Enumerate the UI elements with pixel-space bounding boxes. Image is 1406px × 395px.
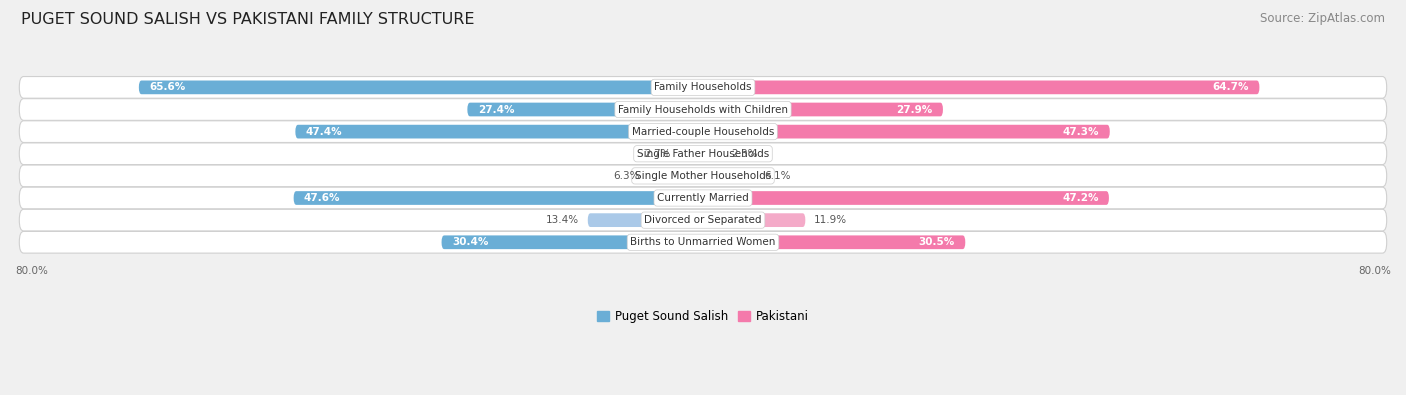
Text: 6.1%: 6.1% (763, 171, 790, 181)
Text: 13.4%: 13.4% (546, 215, 579, 225)
Text: 2.3%: 2.3% (731, 149, 758, 159)
Text: Births to Unmarried Women: Births to Unmarried Women (630, 237, 776, 247)
Text: 47.3%: 47.3% (1063, 127, 1099, 137)
Text: Single Mother Households: Single Mother Households (636, 171, 770, 181)
Text: 30.4%: 30.4% (451, 237, 488, 247)
Text: Divorced or Separated: Divorced or Separated (644, 215, 762, 225)
Text: 47.2%: 47.2% (1062, 193, 1098, 203)
FancyBboxPatch shape (703, 213, 806, 227)
Text: 80.0%: 80.0% (1358, 265, 1391, 275)
FancyBboxPatch shape (294, 191, 703, 205)
FancyBboxPatch shape (679, 147, 703, 161)
FancyBboxPatch shape (703, 169, 755, 183)
FancyBboxPatch shape (703, 81, 1260, 94)
Text: Source: ZipAtlas.com: Source: ZipAtlas.com (1260, 12, 1385, 25)
Text: 30.5%: 30.5% (918, 237, 955, 247)
Text: Family Households with Children: Family Households with Children (619, 105, 787, 115)
FancyBboxPatch shape (588, 213, 703, 227)
Legend: Puget Sound Salish, Pakistani: Puget Sound Salish, Pakistani (593, 305, 813, 328)
FancyBboxPatch shape (20, 99, 1386, 120)
FancyBboxPatch shape (703, 103, 943, 117)
Text: 11.9%: 11.9% (814, 215, 846, 225)
FancyBboxPatch shape (703, 147, 723, 161)
FancyBboxPatch shape (295, 125, 703, 139)
Text: 64.7%: 64.7% (1212, 83, 1249, 92)
FancyBboxPatch shape (20, 209, 1386, 231)
FancyBboxPatch shape (467, 103, 703, 117)
FancyBboxPatch shape (20, 143, 1386, 165)
FancyBboxPatch shape (703, 191, 1109, 205)
Text: 6.3%: 6.3% (614, 171, 640, 181)
FancyBboxPatch shape (20, 121, 1386, 143)
Text: Family Households: Family Households (654, 83, 752, 92)
Text: 27.9%: 27.9% (897, 105, 932, 115)
Text: 27.4%: 27.4% (478, 105, 515, 115)
FancyBboxPatch shape (703, 125, 1109, 139)
FancyBboxPatch shape (648, 169, 703, 183)
FancyBboxPatch shape (20, 187, 1386, 209)
FancyBboxPatch shape (20, 165, 1386, 187)
FancyBboxPatch shape (703, 235, 966, 249)
Text: 47.4%: 47.4% (305, 127, 342, 137)
Text: PUGET SOUND SALISH VS PAKISTANI FAMILY STRUCTURE: PUGET SOUND SALISH VS PAKISTANI FAMILY S… (21, 12, 475, 27)
Text: Married-couple Households: Married-couple Households (631, 127, 775, 137)
FancyBboxPatch shape (139, 81, 703, 94)
FancyBboxPatch shape (441, 235, 703, 249)
FancyBboxPatch shape (20, 231, 1386, 253)
Text: Currently Married: Currently Married (657, 193, 749, 203)
Text: 47.6%: 47.6% (304, 193, 340, 203)
Text: 80.0%: 80.0% (15, 265, 48, 275)
FancyBboxPatch shape (20, 77, 1386, 98)
Text: Single Father Households: Single Father Households (637, 149, 769, 159)
Text: 65.6%: 65.6% (149, 83, 186, 92)
Text: 2.7%: 2.7% (645, 149, 671, 159)
